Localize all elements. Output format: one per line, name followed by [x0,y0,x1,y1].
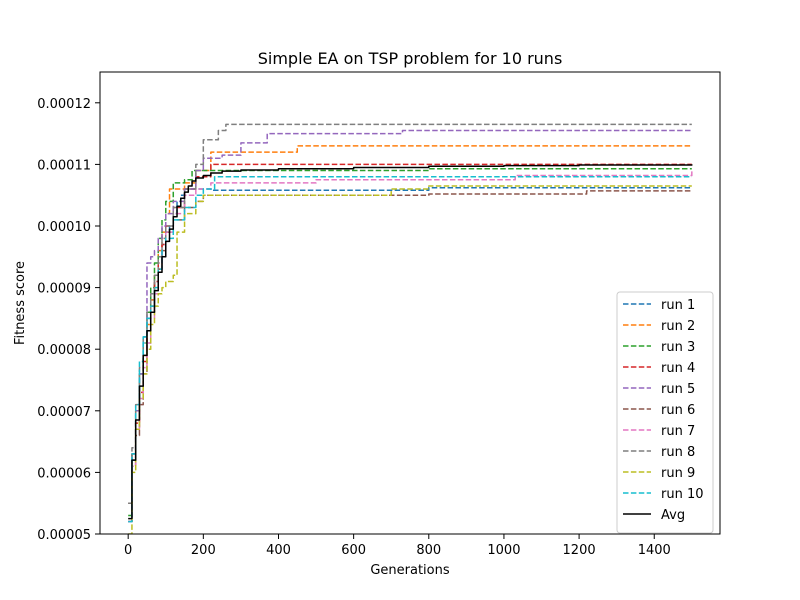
legend-entry: run 7 [661,424,695,439]
y-axis: 0.00005 0.00006 0.00007 0.00008 0.00009 0.000… [37,97,100,543]
legend-entry: run 4 [661,361,695,376]
series-line-run-5 [128,129,692,523]
series-line-run-8 [128,123,692,504]
legend: run 1 run 2 run 3 run 4 run 5 run 6 run 7 run 8… [616,291,714,534]
legend-entry: run 10 [661,487,704,502]
x-axis: 0 200 400 600 800 1000 1200 1400 [124,534,671,558]
legend-entry: run 5 [661,382,695,397]
x-tick-label: 800 [416,543,441,558]
x-tick-label: 1000 [487,543,520,558]
y-axis-label: Fitness score [13,261,28,345]
y-tick-label: 0.00008 [37,343,91,358]
legend-entry: run 8 [661,445,695,460]
legend-entry: run 6 [661,403,695,418]
x-tick-label: 200 [191,543,216,558]
legend-entry: Avg [661,508,685,523]
y-tick-label: 0.00005 [37,528,91,543]
plot-area [128,123,693,534]
x-tick-label: 1400 [638,543,671,558]
x-tick-label: 0 [124,543,132,558]
y-tick-label: 0.00012 [37,97,91,112]
y-tick-label: 0.00006 [37,466,91,481]
legend-entry: run 2 [661,319,695,334]
x-tick-label: 1200 [563,543,596,558]
series-layer [128,123,693,534]
y-tick-label: 0.00009 [37,282,91,297]
y-tick-label: 0.00007 [37,405,91,420]
legend-entry: run 9 [661,466,695,481]
y-tick-label: 0.00010 [37,220,91,235]
x-axis-label: Generations [370,563,450,578]
axes-frame [99,71,721,535]
x-tick-label: 600 [341,543,366,558]
legend-entry: run 3 [661,340,695,355]
chart-title: Simple EA on TSP problem for 10 runs [258,49,563,68]
legend-entry: run 1 [661,298,695,313]
series-line-run-10 [128,175,692,523]
series-line-avg [128,164,693,520]
y-tick-label: 0.00011 [37,158,91,173]
x-tick-label: 400 [266,543,291,558]
